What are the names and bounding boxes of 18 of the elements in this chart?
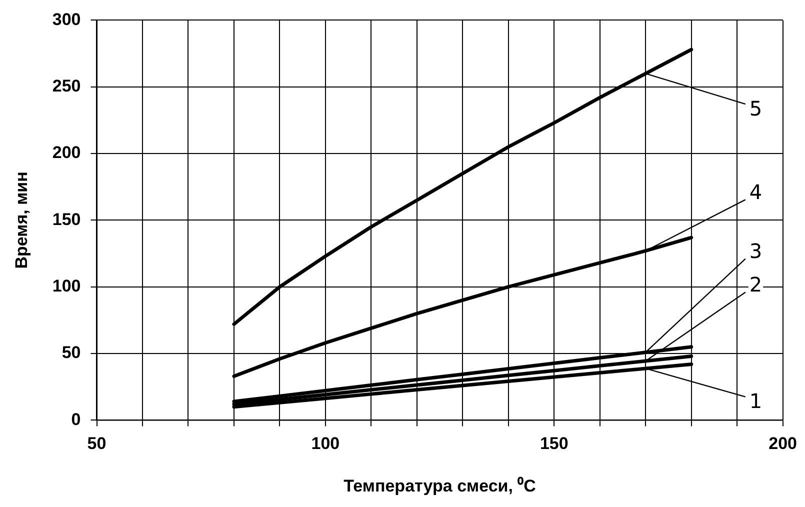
- y-tick-label: 300: [52, 10, 81, 29]
- x-axis-title: Температура смеси, ⁰C: [344, 476, 536, 496]
- text: 4: [749, 180, 762, 204]
- text: 2: [749, 272, 762, 296]
- x-tick-label: 150: [540, 434, 568, 454]
- x-tick-label: 50: [87, 434, 106, 454]
- y-tick-label: 200: [52, 143, 81, 162]
- y-axis-title: Время, мин: [12, 172, 31, 269]
- x-tick-label: 100: [311, 434, 340, 454]
- y-tick-label: 0: [71, 410, 81, 429]
- y-tick-label: 250: [52, 76, 81, 96]
- y-tick-label: 50: [62, 343, 81, 362]
- text: 1: [749, 389, 762, 414]
- y-tick-label: 100: [52, 276, 81, 296]
- text: 3: [749, 239, 762, 264]
- y-tick-label: 150: [52, 210, 81, 229]
- x-tick-label: 200: [768, 434, 798, 454]
- text: 5: [749, 96, 762, 120]
